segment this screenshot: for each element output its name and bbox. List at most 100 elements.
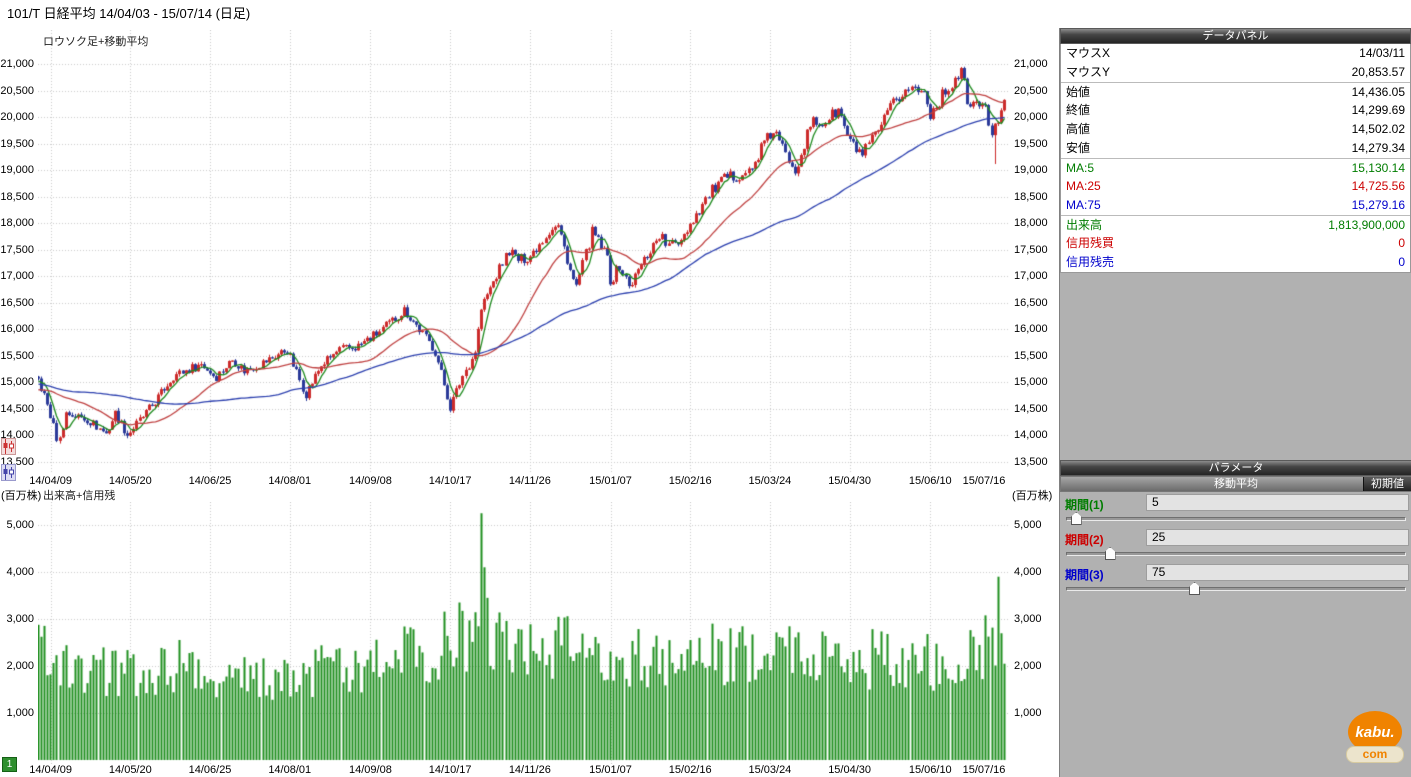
row-label: 出来高 — [1066, 218, 1103, 232]
row-label: マウスX — [1066, 46, 1111, 60]
candlestick-blue-tool-icon[interactable] — [1, 464, 16, 481]
price-y-tick-label: 21,000 — [0, 58, 34, 70]
data-row-mouse-x: マウスX 14/03/11 — [1061, 44, 1410, 63]
data-row-high: 高値 14,502.02 — [1061, 120, 1410, 139]
row-label: 信用残買 — [1066, 236, 1115, 250]
volume-unit-label-left: (百万株) — [1, 490, 42, 502]
volume-y-tick-label: 1,000 — [1014, 707, 1042, 719]
x-axis-date-label: 14/08/01 — [268, 475, 312, 487]
row-label: 始値 — [1066, 85, 1091, 99]
data-row-ma75: MA:75 15,279.16 — [1061, 196, 1410, 215]
price-y-tick-label: 19,500 — [1014, 137, 1048, 150]
x-axis-date-label: 14/10/17 — [428, 475, 472, 487]
period-3-slider[interactable] — [1066, 582, 1406, 595]
period-1-slider-thumb[interactable] — [1070, 512, 1082, 525]
x-axis-date-label: 14/04/09 — [29, 764, 73, 776]
price-y-tick-label: 16,500 — [0, 296, 34, 309]
window-title: 101/T 日経平均 14/04/03 - 15/07/14 (日足) — [0, 0, 1059, 28]
price-y-tick-label: 16,500 — [1014, 296, 1048, 309]
x-axis-date-label: 15/02/16 — [668, 764, 712, 776]
period-3-label: 期間(3) — [1065, 568, 1104, 582]
x-axis-date-label: 14/09/08 — [349, 764, 392, 776]
x-axis-date-label: 15/06/10 — [908, 764, 952, 776]
data-row-volume: 出来高 1,813,900,000 — [1061, 215, 1410, 234]
row-value: 14,502.02 — [1351, 122, 1405, 136]
price-y-tick-label: 14,000 — [1014, 429, 1048, 442]
volume-y-tick-label: 2,000 — [1014, 660, 1042, 672]
row-value: 14,279.34 — [1351, 141, 1405, 155]
page-indicator-button[interactable]: 1 — [2, 757, 17, 772]
row-value: 20,853.57 — [1351, 65, 1405, 79]
row-label: 安値 — [1066, 141, 1091, 155]
period-2-slider-thumb[interactable] — [1104, 547, 1116, 560]
x-axis-date-label: 14/06/25 — [188, 475, 232, 487]
x-axis-date-label: 14/10/17 — [428, 764, 472, 776]
reset-defaults-button[interactable]: 初期値 — [1363, 477, 1411, 491]
volume-y-tick-label: 3,000 — [1014, 613, 1042, 625]
period-2-value: 25 — [1146, 529, 1409, 546]
row-value: 14,725.56 — [1351, 179, 1405, 193]
price-y-tick-label: 15,500 — [1014, 349, 1048, 362]
x-axis-date-label: 15/02/16 — [668, 475, 712, 487]
row-label: 終値 — [1066, 103, 1091, 117]
x-axis-date-label: 15/07/16 — [962, 764, 1006, 776]
period-3-slider-thumb[interactable] — [1189, 582, 1201, 595]
ma-settings-title: 移動平均 — [1214, 478, 1258, 490]
row-value: 14,299.69 — [1351, 103, 1405, 117]
x-axis-date-label: 15/03/24 — [748, 475, 792, 487]
row-label: 信用残売 — [1066, 255, 1115, 269]
period-1-row: 期間(1) 5 — [1060, 492, 1411, 527]
side-panel: データパネル マウスX 14/03/11 マウスY 20,853.57 始値 14,4… — [1059, 28, 1411, 777]
price-y-tick-label: 14,500 — [0, 402, 34, 415]
data-row-mouse-y: マウスY 20,853.57 — [1061, 63, 1410, 82]
row-value: 15,130.14 — [1351, 161, 1405, 175]
price-y-tick-label: 16,000 — [1014, 323, 1048, 336]
price-y-tick-label: 18,500 — [1014, 190, 1048, 203]
x-axis-date-label: 14/08/01 — [268, 764, 312, 776]
kabu-logo-com-text: com — [1346, 746, 1404, 763]
x-axis-date-label: 15/07/16 — [962, 475, 1006, 487]
data-panel-header: データパネル — [1060, 28, 1411, 44]
row-label: マウスY — [1066, 65, 1111, 79]
price-y-tick-label: 14,500 — [1014, 402, 1048, 415]
data-panel-rows: マウスX 14/03/11 マウスY 20,853.57 始値 14,436.05 終… — [1060, 44, 1411, 273]
price-x-axis: 14/04/09 14/05/20 14/06/25 14/08/01 14/09/08… — [0, 475, 1058, 488]
x-axis-date-label: 14/05/20 — [108, 475, 152, 487]
price-y-axis-right: 21,000 20,500 20,000 19,500 19,000 18,500 18,0… — [1012, 30, 1058, 474]
price-y-tick-label: 19,500 — [0, 137, 34, 150]
row-label: MA:25 — [1066, 179, 1101, 193]
volume-y-tick-label: 3,000 — [6, 613, 34, 625]
x-axis-date-label: 15/04/30 — [828, 764, 872, 776]
volume-y-tick-label: 5,000 — [6, 519, 34, 531]
period-2-row: 期間(2) 25 — [1060, 527, 1411, 562]
parameter-panel-header: パラメータ — [1060, 460, 1411, 476]
x-axis-date-label: 14/05/20 — [108, 764, 152, 776]
row-value: 14,436.05 — [1351, 85, 1405, 99]
data-row-ma5: MA:5 15,130.14 — [1061, 158, 1410, 177]
x-axis-date-label: 14/09/08 — [349, 475, 392, 487]
volume-unit-label-right: (百万株) — [1012, 490, 1053, 502]
data-row-close: 終値 14,299.69 — [1061, 101, 1410, 120]
price-y-tick-label: 20,500 — [1014, 84, 1048, 97]
price-chart-overlay-label: ロウソク足+移動平均 — [43, 36, 149, 48]
price-y-tick-label: 17,500 — [0, 243, 34, 256]
period-2-slider[interactable] — [1066, 547, 1406, 560]
price-y-tick-label: 18,000 — [1014, 217, 1048, 230]
x-axis-date-label: 15/06/10 — [908, 475, 952, 487]
price-y-tick-label: 13,500 — [1014, 455, 1048, 468]
period-1-slider[interactable] — [1066, 512, 1406, 525]
parameter-panel: パラメータ 移動平均 初期値 期間(1) 5 期間(2) 25 期間(3) — [1060, 460, 1411, 597]
row-value: 15,279.16 — [1351, 198, 1405, 212]
x-axis-date-label: 14/04/09 — [29, 475, 73, 487]
kabu-logo: kabu. com — [1342, 711, 1408, 771]
candlestick-red-tool-icon[interactable] — [1, 438, 16, 455]
data-row-open: 始値 14,436.05 — [1061, 82, 1410, 101]
price-chart-canvas[interactable] — [38, 30, 1010, 474]
price-y-tick-label: 16,000 — [0, 323, 34, 336]
volume-chart-canvas[interactable] — [38, 502, 1010, 764]
volume-x-axis: 14/04/09 14/05/20 14/06/25 14/08/01 14/09/08… — [0, 764, 1058, 777]
x-axis-date-label: 14/06/25 — [188, 764, 232, 776]
price-y-tick-label: 20,000 — [0, 111, 34, 124]
data-row-ma25: MA:25 14,725.56 — [1061, 177, 1410, 196]
price-y-tick-label: 18,500 — [0, 190, 34, 203]
